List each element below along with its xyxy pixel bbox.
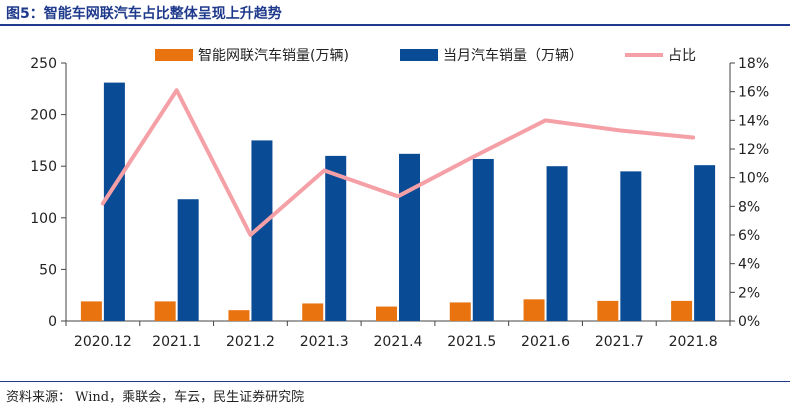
y-left-tick-label: 200 bbox=[30, 108, 57, 124]
series-smart-connected-bars bbox=[80, 299, 693, 321]
x-tick-label: 2021.8 bbox=[669, 334, 718, 350]
x-tick-label: 2021.2 bbox=[226, 334, 275, 350]
x-tick-label: 2021.7 bbox=[595, 334, 644, 350]
title-divider bbox=[0, 24, 790, 26]
y-left-tick-label: 50 bbox=[39, 262, 57, 278]
y-right-tick-label: 10% bbox=[738, 171, 769, 187]
bar-smart-connected bbox=[154, 301, 176, 321]
x-tick-label: 2021.3 bbox=[300, 334, 349, 350]
series-ratio-line bbox=[100, 88, 696, 237]
bar-smart-connected bbox=[449, 302, 471, 321]
ratio-line bbox=[100, 88, 696, 237]
y-right-tick-label: 0% bbox=[738, 314, 760, 330]
source-note: 资料来源： Wind，乘联会，车云，民生证券研究院 bbox=[6, 390, 305, 405]
x-tick-label: 2021.5 bbox=[447, 334, 496, 350]
legend-swatch bbox=[155, 49, 193, 61]
y-right-tick-label: 4% bbox=[738, 257, 760, 273]
footer-divider bbox=[0, 381, 790, 382]
y-right-tick-label: 8% bbox=[738, 199, 760, 215]
y-right-tick-label: 16% bbox=[738, 85, 769, 101]
y-right-tick-label: 12% bbox=[738, 142, 769, 158]
bar-monthly-sales bbox=[177, 199, 199, 321]
chart-axes: 0 50 100 150 200 250 0% 2% 4% 6% 8% 10% 12% 14% 16% 18%… bbox=[30, 56, 769, 350]
legend-label: 当月汽车销量（万辆） bbox=[443, 47, 583, 64]
chart-legend: 智能网联汽车销量(万辆) 当月汽车销量（万辆） 占比 bbox=[155, 47, 696, 64]
x-tick-label: 2021.1 bbox=[152, 334, 201, 350]
bar-monthly-sales bbox=[472, 158, 494, 321]
bar-smart-connected bbox=[597, 300, 619, 321]
y-left-tick-label: 0 bbox=[48, 314, 57, 330]
bar-monthly-sales bbox=[694, 165, 716, 321]
bar-monthly-sales bbox=[251, 140, 273, 321]
bar-smart-connected bbox=[523, 299, 545, 321]
x-tick-label: 2021.4 bbox=[374, 334, 423, 350]
y-left-tick-label: 250 bbox=[30, 56, 57, 72]
combo-chart: 0 50 100 150 200 250 0% 2% 4% 6% 8% 10% 12% 14% 16% 18%… bbox=[30, 47, 769, 350]
y-right-tick-label: 18% bbox=[738, 56, 769, 72]
bar-smart-connected bbox=[302, 303, 324, 321]
legend-label: 智能网联汽车销量(万辆) bbox=[198, 47, 349, 64]
bar-monthly-sales bbox=[399, 153, 420, 321]
x-tick-label: 2021.6 bbox=[521, 334, 570, 350]
bar-monthly-sales bbox=[620, 171, 642, 321]
bar-smart-connected bbox=[376, 306, 397, 321]
bar-monthly-sales bbox=[546, 166, 568, 321]
bar-smart-connected bbox=[80, 301, 102, 321]
bar-monthly-sales bbox=[325, 155, 347, 321]
y-right-tick-label: 14% bbox=[738, 113, 769, 129]
y-right-tick-label: 6% bbox=[738, 228, 760, 244]
y-right-tick-label: 2% bbox=[738, 285, 760, 301]
bar-smart-connected bbox=[671, 300, 693, 321]
bar-monthly-sales bbox=[103, 82, 125, 321]
page-title: 图5：智能车网联汽车占比整体呈现上升趋势 bbox=[6, 6, 282, 22]
bar-smart-connected bbox=[228, 310, 250, 321]
legend-label: 占比 bbox=[668, 48, 696, 64]
legend-swatch bbox=[400, 49, 438, 61]
x-tick-label: 2020.12 bbox=[74, 334, 132, 350]
y-left-tick-label: 150 bbox=[30, 159, 57, 175]
series-monthly-sales-bars bbox=[103, 82, 716, 321]
y-left-tick-label: 100 bbox=[30, 211, 57, 227]
